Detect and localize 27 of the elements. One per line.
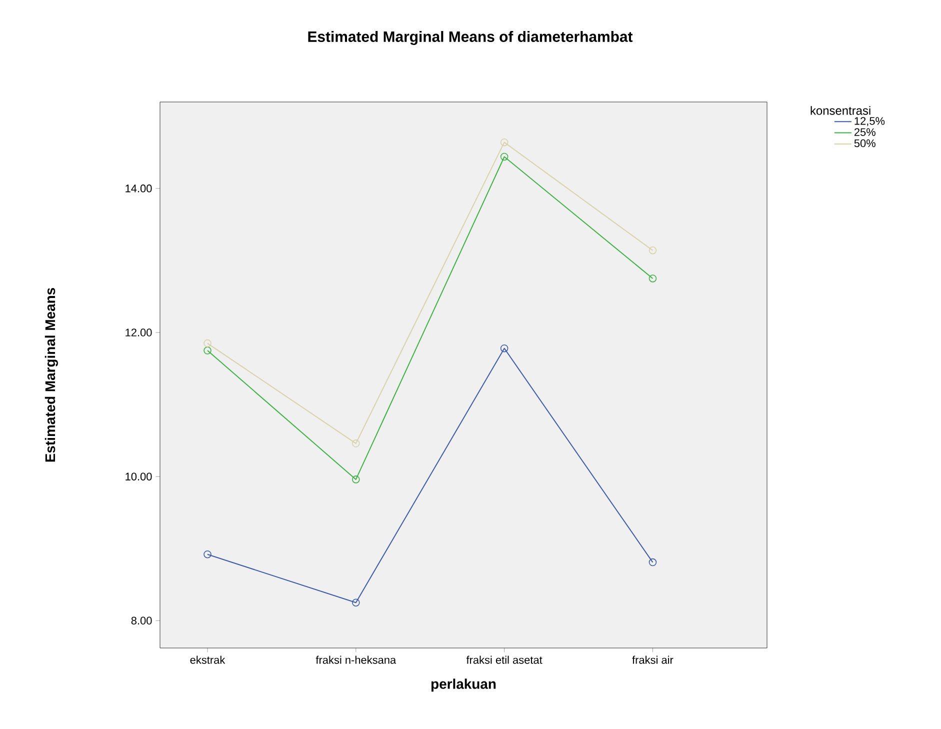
point <box>204 550 212 558</box>
legend-title: konsentrasi <box>810 106 870 115</box>
x-tick-label: ekstrak <box>190 656 226 664</box>
point <box>204 339 212 348</box>
point <box>204 346 212 354</box>
point <box>648 274 657 282</box>
legend-label: 25% <box>854 128 876 136</box>
x-axis-title: perlakuan <box>431 678 496 692</box>
x-tick-label: fraksi etil asetat <box>466 656 542 664</box>
x-tick-label: fraksi air <box>632 656 674 664</box>
point <box>500 138 508 146</box>
legend-label: 12,5% <box>854 117 885 126</box>
y-axis-title: Estimated Marginal Means <box>44 288 58 462</box>
point <box>648 558 657 566</box>
point <box>500 152 508 161</box>
y-tick-label: 8.00 <box>131 616 152 625</box>
point <box>648 246 657 254</box>
y-tick-label: 14.00 <box>126 184 152 192</box>
chart-title: Estimated Marginal Means of diameterhambat <box>308 30 633 45</box>
point <box>352 440 360 448</box>
y-tick-label: 10.00 <box>126 472 152 480</box>
point <box>352 598 360 607</box>
point <box>500 344 508 352</box>
legend-label: 50% <box>854 139 876 148</box>
point <box>352 476 360 484</box>
x-tick-label: fraksi n-heksana <box>316 656 396 664</box>
y-tick-label: 12.00 <box>126 328 152 336</box>
